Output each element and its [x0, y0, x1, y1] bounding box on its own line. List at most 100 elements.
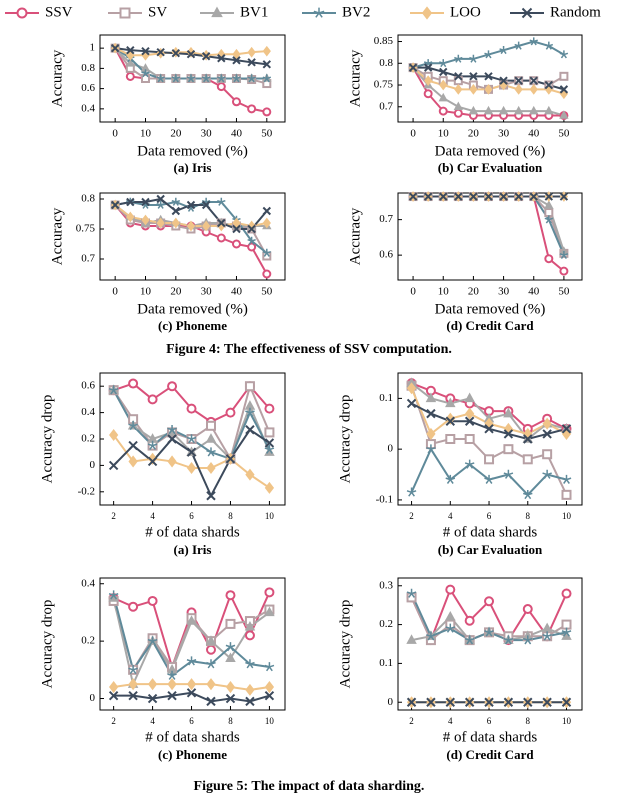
- series-line: [114, 204, 268, 275]
- marker: [186, 462, 197, 475]
- marker: [205, 433, 217, 443]
- x-tick-label: 0: [112, 286, 118, 298]
- marker: [464, 392, 475, 403]
- marker: [108, 385, 119, 395]
- marker: [453, 101, 464, 111]
- marker: [523, 697, 533, 707]
- x-tick-label: 0: [410, 128, 416, 140]
- marker: [206, 696, 216, 707]
- marker: [514, 84, 523, 95]
- marker: [464, 697, 475, 707]
- marker: [262, 269, 272, 279]
- marker: [542, 429, 552, 439]
- marker: [245, 659, 255, 669]
- x-tick-label: 8: [228, 716, 233, 726]
- marker: [141, 197, 150, 207]
- marker: [484, 72, 493, 81]
- marker: [109, 429, 119, 442]
- marker: [232, 56, 241, 65]
- marker: [147, 440, 158, 450]
- marker: [503, 635, 514, 645]
- marker: [408, 192, 418, 201]
- marker: [128, 678, 138, 691]
- x-tick-label: 40: [231, 286, 243, 298]
- marker: [167, 434, 177, 444]
- marker: [186, 615, 197, 625]
- marker: [503, 407, 514, 418]
- marker: [513, 105, 524, 115]
- marker: [156, 74, 165, 83]
- marker: [445, 584, 456, 595]
- marker: [225, 642, 236, 652]
- marker: [561, 489, 572, 500]
- x-axis-label: # of data shards: [443, 729, 538, 745]
- chart-title: (b) Car Evaluation: [438, 160, 543, 175]
- marker: [559, 50, 569, 59]
- x-tick-label: 2: [409, 511, 414, 521]
- marker: [171, 74, 181, 83]
- marker: [216, 233, 226, 243]
- marker: [186, 678, 197, 691]
- marker: [232, 74, 241, 83]
- marker: [217, 54, 226, 63]
- marker: [128, 665, 138, 675]
- x-tick-label: 4: [448, 716, 453, 726]
- marker: [264, 587, 275, 598]
- marker: [16, 7, 28, 19]
- marker: [186, 50, 196, 59]
- x-tick-label: 20: [170, 128, 182, 140]
- marker: [454, 84, 463, 95]
- marker: [206, 462, 216, 475]
- marker: [244, 381, 255, 392]
- x-tick-label: 40: [231, 128, 243, 140]
- marker: [529, 105, 539, 115]
- marker: [201, 74, 211, 83]
- plot-frame: [397, 577, 583, 711]
- marker: [128, 440, 138, 451]
- marker: [469, 84, 478, 95]
- marker: [406, 634, 417, 644]
- marker: [483, 105, 494, 115]
- marker: [522, 635, 533, 645]
- marker: [445, 610, 456, 621]
- y-axis-label: Accuracy: [347, 207, 363, 265]
- x-tick-label: 30: [201, 128, 213, 140]
- chart-title: (a) Iris: [174, 160, 212, 175]
- marker: [514, 41, 523, 50]
- marker: [108, 690, 119, 701]
- marker: [406, 588, 417, 598]
- x-tick-label: 2: [409, 716, 414, 726]
- marker: [499, 46, 508, 55]
- marker: [559, 110, 569, 119]
- marker: [156, 200, 165, 209]
- marker: [439, 79, 448, 91]
- x-axis-label: Data removed (%): [435, 143, 546, 159]
- y-axis-label: Accuracy: [49, 207, 65, 265]
- y-tick-label: 0.4: [81, 577, 95, 589]
- marker: [225, 693, 236, 704]
- y-tick-label: 0.6: [81, 82, 95, 94]
- marker: [454, 192, 463, 201]
- marker: [468, 105, 479, 115]
- y-tick-label: 0.7: [81, 253, 95, 265]
- marker: [171, 49, 181, 58]
- marker: [469, 54, 478, 63]
- y-axis-label: Accuracy: [347, 49, 363, 107]
- y-tick-label: -0.2: [78, 485, 95, 497]
- marker: [522, 604, 533, 615]
- y-axis-label: Accuracy drop: [39, 600, 55, 689]
- marker: [225, 590, 236, 601]
- y-tick-label: 0.8: [81, 193, 95, 205]
- legend-label: LOO: [450, 4, 481, 20]
- marker: [445, 434, 456, 444]
- plot-frame: [99, 577, 286, 711]
- x-tick-label: 50: [558, 286, 570, 298]
- marker: [544, 208, 554, 218]
- figure-caption: Figure 5: The impact of data sharding.: [194, 779, 425, 794]
- plot-frame: [99, 192, 286, 281]
- marker: [245, 425, 255, 435]
- x-tick-label: 30: [498, 128, 510, 140]
- marker: [445, 412, 455, 425]
- marker: [128, 690, 138, 701]
- y-tick-label: 0.1: [379, 657, 393, 669]
